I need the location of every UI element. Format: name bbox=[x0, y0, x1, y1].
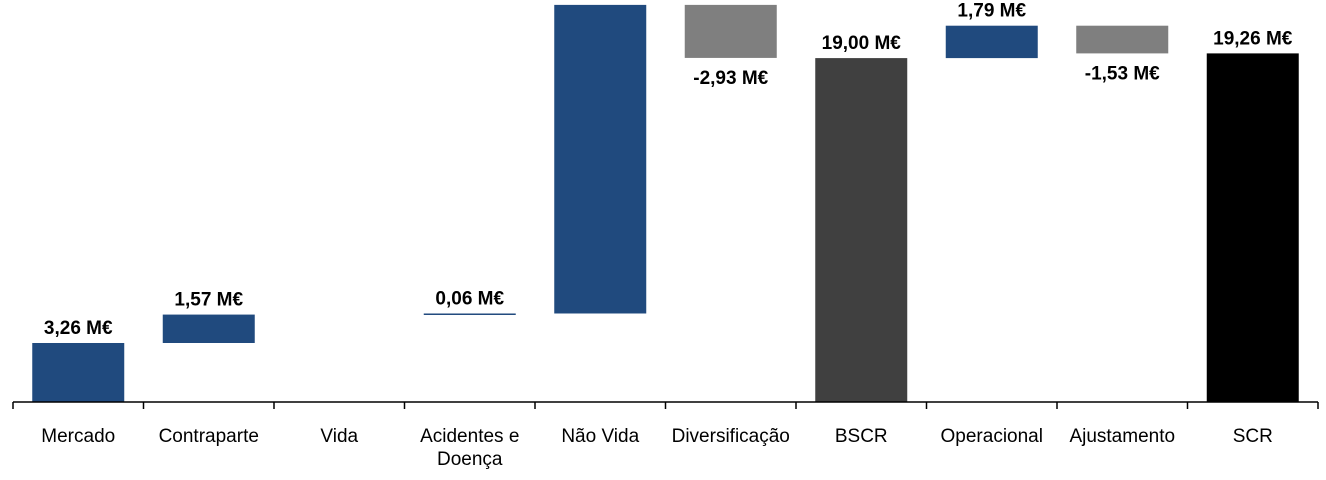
category-labels-group: Mercado Contraparte Vida Acidentes e Doença N… bbox=[41, 426, 1273, 470]
value-label-ajustamento: -1,53 M€ bbox=[1085, 63, 1160, 84]
bar-scr bbox=[1206, 53, 1299, 402]
bars-group bbox=[32, 4, 1299, 402]
category-label-acidentes-e-doenca: Acidentes e Doença bbox=[420, 426, 519, 470]
value-label-bscr: 19,00 M€ bbox=[822, 33, 902, 54]
value-label-scr: 19,26 M€ bbox=[1213, 28, 1293, 49]
bar-nao-vida bbox=[554, 4, 647, 314]
bar-mercado bbox=[32, 342, 125, 402]
bar-operacional bbox=[945, 25, 1038, 59]
category-label-mercado: Mercado bbox=[41, 426, 115, 447]
category-label-nao-vida: Não Vida bbox=[561, 426, 639, 447]
category-label-diversificacao: Diversificação bbox=[672, 426, 790, 447]
bar-ajustamento bbox=[1076, 25, 1169, 54]
x-axis bbox=[12, 401, 1319, 409]
category-label-scr: SCR bbox=[1233, 426, 1273, 447]
bar-diversificacao bbox=[684, 4, 777, 58]
value-label-operacional: 1,79 M€ bbox=[957, 1, 1026, 22]
value-label-diversificacao: -2,93 M€ bbox=[693, 68, 768, 89]
bar-bscr bbox=[815, 58, 908, 402]
category-label-contraparte: Contraparte bbox=[159, 426, 259, 447]
value-labels-group: 3,26 M€ 1,57 M€ 0,06 M€ 17,05 M€ -2,93 M€ 19,… bbox=[44, 0, 1293, 339]
bar-acidentes-e-doenca bbox=[423, 313, 516, 315]
value-label-acidentes-e-doenca: 0,06 M€ bbox=[435, 288, 504, 309]
category-label-ajustamento: Ajustamento bbox=[1069, 426, 1175, 447]
value-label-mercado: 3,26 M€ bbox=[44, 318, 113, 339]
value-label-contraparte: 1,57 M€ bbox=[174, 290, 243, 311]
value-label-nao-vida: 17,05 M€ bbox=[561, 0, 641, 1]
category-label-operacional: Operacional bbox=[941, 426, 1043, 447]
bar-contraparte bbox=[162, 314, 255, 343]
category-label-vida: Vida bbox=[320, 426, 358, 447]
category-label-bscr: BSCR bbox=[835, 426, 888, 447]
